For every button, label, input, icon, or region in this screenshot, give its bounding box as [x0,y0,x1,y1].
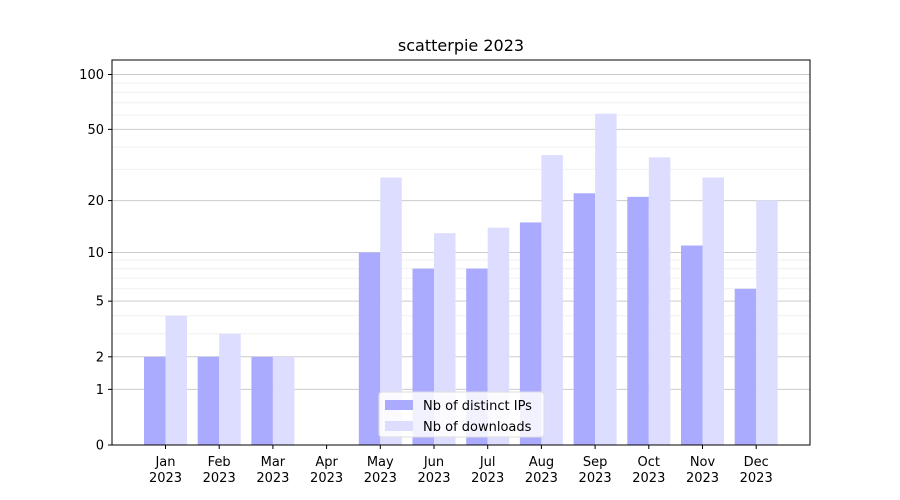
y-tick-label: 1 [96,383,104,398]
y-tick-label: 5 [96,295,104,310]
x-tick-label: Nov 2023 [686,455,719,486]
bar [541,155,563,446]
x-tick-label: Jun 2023 [417,455,450,486]
bar [702,177,724,445]
legend-box [378,391,545,438]
bar [380,177,402,445]
bar [144,356,166,445]
x-tick-label: Mar 2023 [256,455,289,486]
bar [165,315,187,445]
bar [197,356,220,445]
x-tick-label: Oct 2023 [632,455,665,486]
legend: Nb of distinct IPs Nb of downloads [378,391,545,438]
x-tick-label: Dec 2023 [740,455,773,486]
bar [519,222,542,445]
x-axis: Jan 2023 Feb 2023 Mar 2023 Apr 2023 May 2023 Jun 20… [149,445,773,486]
x-tick-label: May 2023 [364,455,397,486]
legend-swatch [385,421,413,431]
x-tick-label: Apr 2023 [310,455,343,486]
bar [358,252,381,445]
bar [219,333,241,445]
y-tick-label: 2 [96,350,104,365]
bar [251,356,273,445]
y-tick-label: 10 [87,246,104,261]
legend-label: Nb of distinct IPs [423,399,532,414]
y-axis: 0 1 2 5 10 20 50 100 [79,68,112,454]
bar [595,113,617,446]
bar [627,196,649,445]
x-tick-label: Jan 2023 [149,455,182,486]
legend-label: Nb of downloads [423,420,532,435]
y-tick-label: 100 [79,68,104,83]
bar [648,157,671,445]
y-tick-label: 0 [96,439,104,454]
x-tick-label: Sep 2023 [579,455,612,486]
y-tick-label: 50 [87,123,104,138]
y-tick-label: 20 [87,194,104,209]
bar [734,288,757,445]
bar [573,193,596,445]
legend-swatch [385,400,413,410]
bar [756,200,778,445]
x-tick-label: Aug 2023 [525,455,558,486]
bars [144,113,778,446]
bar [487,227,510,445]
bar [272,356,295,445]
chart-title: scatterpie 2023 [398,36,524,55]
x-tick-label: Jul 2023 [471,455,504,486]
x-tick-label: Feb 2023 [203,455,236,486]
bar [681,245,703,445]
